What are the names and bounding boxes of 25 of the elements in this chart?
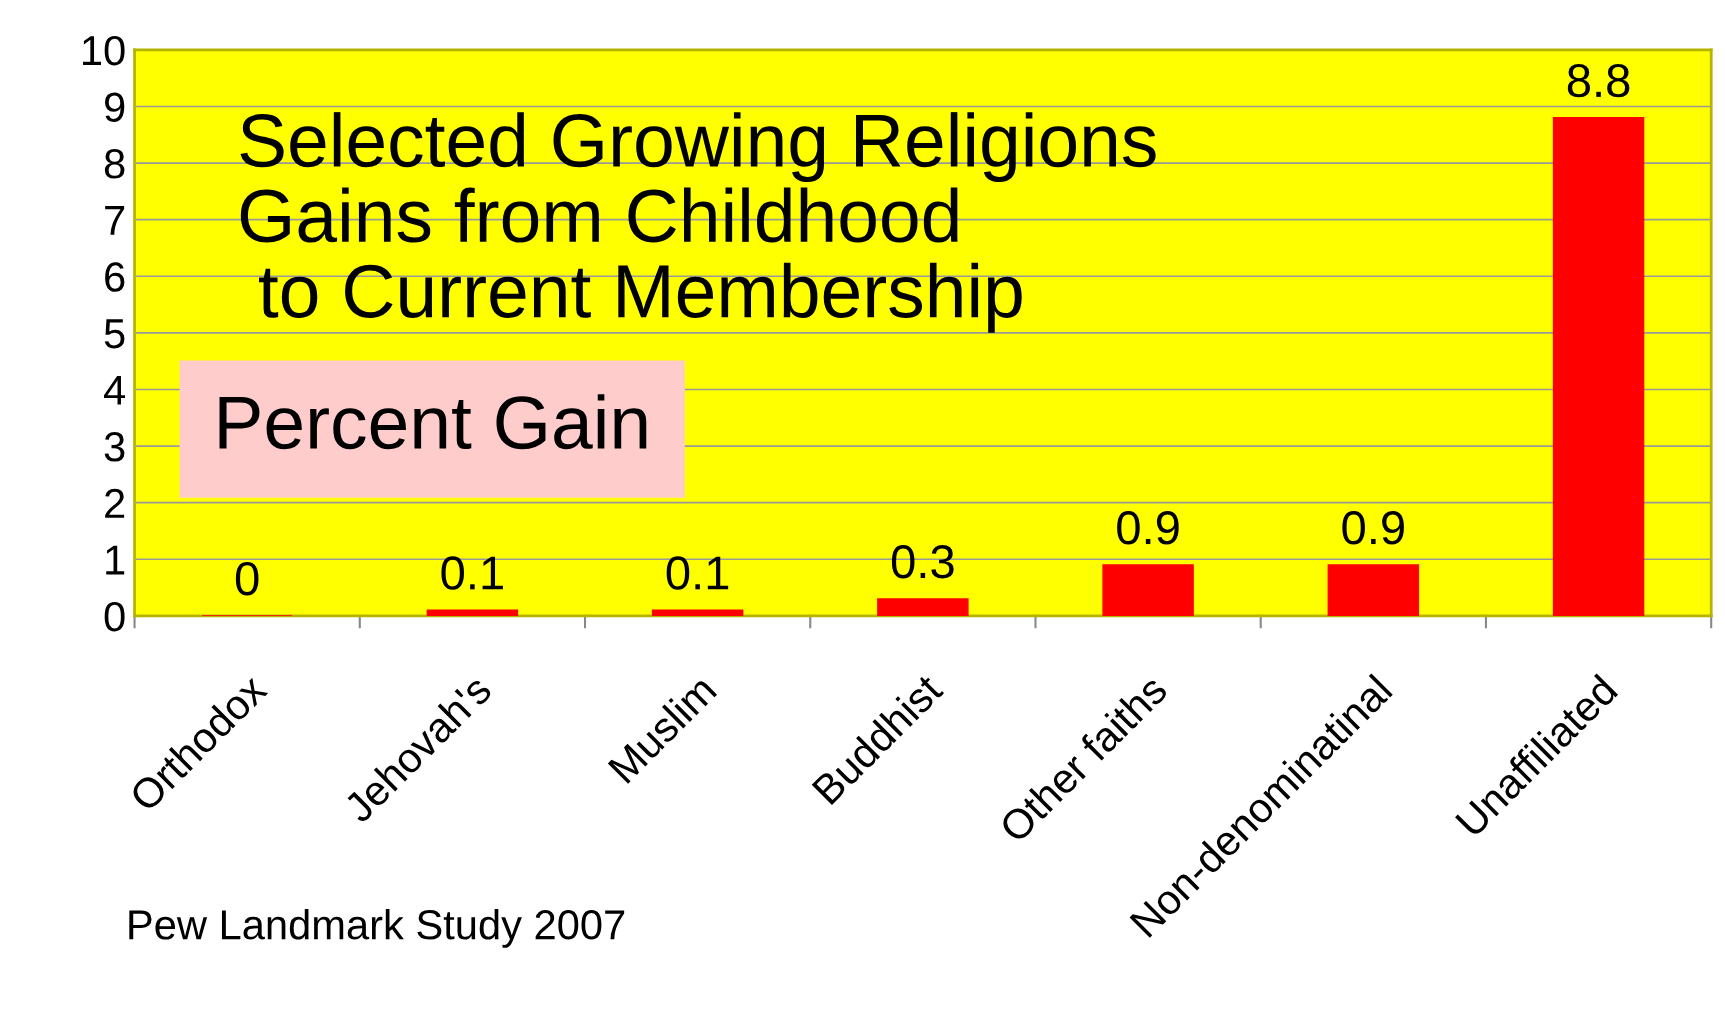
y-tick-label: 2 [105,488,125,518]
data-label: 0.9 [1117,511,1179,545]
y-axis-title: Percent Gain [219,394,647,450]
data-label: 0.1 [441,556,503,590]
bar [651,609,744,616]
bar [426,609,519,616]
y-tick-label: 4 [104,375,125,405]
bar [1327,564,1420,616]
bar [1552,117,1645,616]
data-label: 0 [235,562,259,596]
y-tick-label: 8 [104,149,125,179]
bar [1102,564,1194,616]
data-label: 0.9 [1342,511,1404,545]
data-label: 8.8 [1567,63,1630,98]
y-tick-label: 1 [106,545,125,575]
y-tick-label: 10 [83,35,125,66]
y-tick-label: 5 [104,319,125,349]
data-label: 0.1 [666,556,729,590]
y-tick-label: 0 [104,601,125,632]
y-tick-label: 7 [105,206,125,235]
bar [877,598,969,616]
y-tick-label: 9 [105,92,125,122]
y-tick-label: 3 [104,432,125,462]
y-tick-label: 6 [105,262,125,292]
text: Pew Landmark Study 2007 [129,909,625,948]
